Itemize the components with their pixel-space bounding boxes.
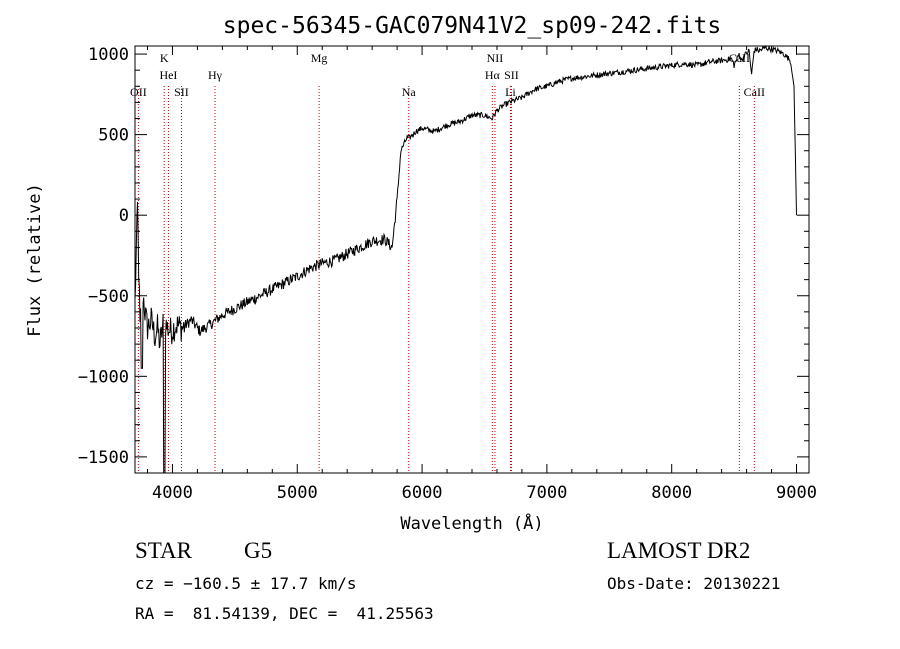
y-axis-label: Flux (relative) xyxy=(25,183,45,337)
object-subclass: G5 xyxy=(244,538,273,563)
y-tick-label: 1000 xyxy=(88,45,129,65)
x-tick-label: 7000 xyxy=(526,483,567,503)
redshift-cz: cz = −160.5 ± 17.7 km/s xyxy=(135,574,357,593)
obs-date: Obs-Date: 20130221 xyxy=(607,574,781,593)
chart-title: spec-56345-GAC079N41V2_sp09-242.fits xyxy=(223,13,722,39)
x-tick-label: 5000 xyxy=(277,483,318,503)
line-marker-label: CaII xyxy=(744,85,765,99)
y-tick-label: −1500 xyxy=(78,448,129,468)
line-marker-label: NII xyxy=(487,51,504,65)
line-marker-label: SII xyxy=(504,68,519,82)
x-tick-label: 9000 xyxy=(776,483,817,503)
line-marker-label: SII xyxy=(174,85,189,99)
line-marker-label: Mg xyxy=(311,51,328,65)
x-axis-label: Wavelength (Å) xyxy=(400,512,543,534)
survey-name: LAMOST DR2 xyxy=(607,538,751,563)
axis-ticks: 4000 5000 6000 7000 8000 9000 −1500 −1000 −500 0 5… xyxy=(78,45,817,503)
x-tick-label: 4000 xyxy=(152,483,193,503)
x-tick-label: 6000 xyxy=(402,483,443,503)
object-type: STAR xyxy=(135,538,192,563)
line-marker-label: K xyxy=(160,51,169,65)
line-marker-label: HeI xyxy=(159,68,177,82)
y-tick-label: 0 xyxy=(119,206,129,226)
x-tick-label: 8000 xyxy=(651,483,692,503)
ra-dec: RA = 81.54139, DEC = 41.25563 xyxy=(135,604,434,623)
line-marker-label: Hγ xyxy=(208,68,223,82)
line-marker-label: Li xyxy=(505,85,516,99)
line-marker-label: Na xyxy=(402,85,417,99)
y-tick-label: −500 xyxy=(88,287,129,307)
y-tick-label: −1000 xyxy=(78,367,129,387)
plot-frame xyxy=(134,45,810,474)
y-tick-label: 500 xyxy=(98,126,129,146)
line-marker-label: Hα xyxy=(485,68,501,82)
line-marker-label: OII xyxy=(130,85,147,99)
spectrum-line xyxy=(134,44,797,474)
